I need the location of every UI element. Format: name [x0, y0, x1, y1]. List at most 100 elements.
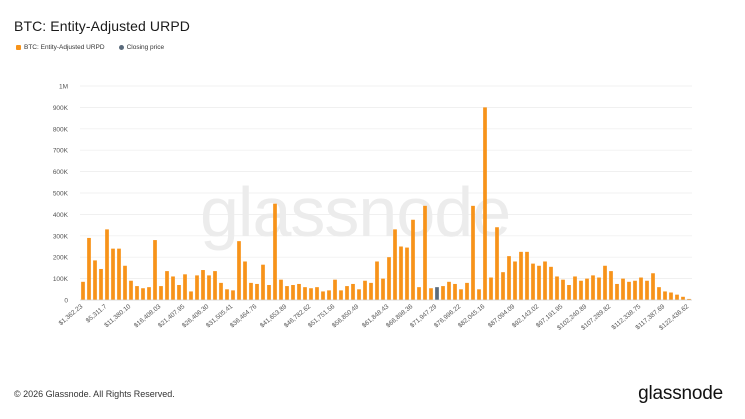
bar — [351, 283, 355, 300]
bar — [165, 271, 169, 300]
bar — [663, 291, 667, 300]
bar — [237, 241, 241, 300]
bar — [537, 265, 541, 300]
bar — [315, 287, 319, 300]
bar — [525, 251, 529, 300]
copyright-text: © 2026 Glassnode. All Rights Reserved. — [14, 389, 175, 399]
y-tick-label: 100K — [53, 276, 69, 283]
legend-swatch-closing-price — [118, 45, 124, 50]
bar — [465, 282, 469, 300]
x-tick-label: $56,850.49 — [331, 303, 361, 330]
x-tick-label: $36,464.76 — [229, 303, 259, 330]
bar — [585, 278, 589, 300]
legend-item-closing-price[interactable]: Closing price — [118, 44, 164, 51]
legend-label-urpd: BTC: Entity-Adjusted URPD — [24, 44, 105, 51]
bar — [219, 282, 223, 300]
bar — [435, 287, 439, 300]
bar — [243, 261, 247, 300]
bar — [441, 286, 445, 300]
x-tick-label: $1,362.23 — [58, 303, 85, 327]
bar — [129, 280, 133, 300]
bar — [159, 286, 163, 300]
bar — [507, 256, 511, 300]
bar — [399, 246, 403, 300]
bar — [147, 287, 151, 300]
bar — [477, 289, 481, 300]
bar — [285, 286, 289, 300]
legend-item-urpd[interactable]: BTC: Entity-Adjusted URPD — [16, 44, 105, 51]
bar — [339, 290, 343, 300]
bar — [177, 285, 181, 300]
bar — [231, 290, 235, 300]
bar — [375, 261, 379, 300]
bar — [381, 278, 385, 300]
y-tick-label: 0 — [64, 298, 68, 305]
bar — [603, 265, 607, 300]
y-tick-label: 500K — [53, 191, 69, 198]
y-tick-label: 1M — [59, 84, 68, 91]
bar — [255, 283, 259, 300]
bar — [309, 288, 313, 300]
bar — [357, 289, 361, 300]
bar — [261, 264, 265, 300]
x-tick-label: $82,045.16 — [457, 303, 487, 330]
bar — [453, 283, 457, 300]
bar — [207, 275, 211, 300]
bar — [111, 248, 115, 300]
bar — [471, 205, 475, 300]
y-tick-label: 800K — [53, 126, 69, 133]
bar — [87, 237, 91, 300]
bar — [189, 291, 193, 300]
y-tick-label: 400K — [53, 212, 69, 219]
bar — [423, 205, 427, 300]
bar — [303, 287, 307, 300]
bar — [411, 219, 415, 300]
x-tick-label: $11,380.10 — [103, 303, 132, 329]
bar — [195, 275, 199, 300]
bar — [297, 283, 301, 300]
bar — [543, 261, 547, 300]
bar — [387, 257, 391, 300]
chart-title: BTC: Entity-Adjusted URPD — [14, 18, 190, 34]
bar — [555, 276, 559, 300]
bar — [183, 274, 187, 300]
bar — [681, 296, 685, 300]
bar — [573, 276, 577, 300]
bar — [429, 288, 433, 300]
bar — [93, 260, 97, 300]
bar — [591, 275, 595, 300]
bar — [393, 229, 397, 300]
bar — [345, 286, 349, 300]
bar — [669, 292, 673, 300]
bar — [201, 270, 205, 300]
bar — [291, 285, 295, 300]
bar — [519, 251, 523, 300]
bar — [171, 276, 175, 300]
bar — [141, 288, 145, 300]
chart-legend: BTC: Entity-Adjusted URPD Closing price — [16, 44, 164, 51]
glassnode-logo: glassnode — [638, 383, 723, 404]
bar — [489, 277, 493, 300]
bar — [579, 280, 583, 300]
bar — [213, 271, 217, 300]
bar — [675, 294, 679, 300]
bar — [333, 279, 337, 300]
bar — [459, 289, 463, 300]
bar — [597, 277, 601, 300]
bar — [81, 281, 85, 300]
bar — [225, 289, 229, 300]
bar — [495, 227, 499, 300]
bar — [615, 283, 619, 300]
bar — [369, 282, 373, 300]
bar — [321, 291, 325, 300]
bar — [633, 280, 637, 300]
bar — [645, 280, 649, 300]
bar — [609, 271, 613, 300]
bar — [417, 287, 421, 300]
bar — [447, 281, 451, 300]
bar — [549, 266, 553, 300]
bar — [279, 279, 283, 300]
bar — [153, 240, 157, 300]
bar — [363, 280, 367, 300]
